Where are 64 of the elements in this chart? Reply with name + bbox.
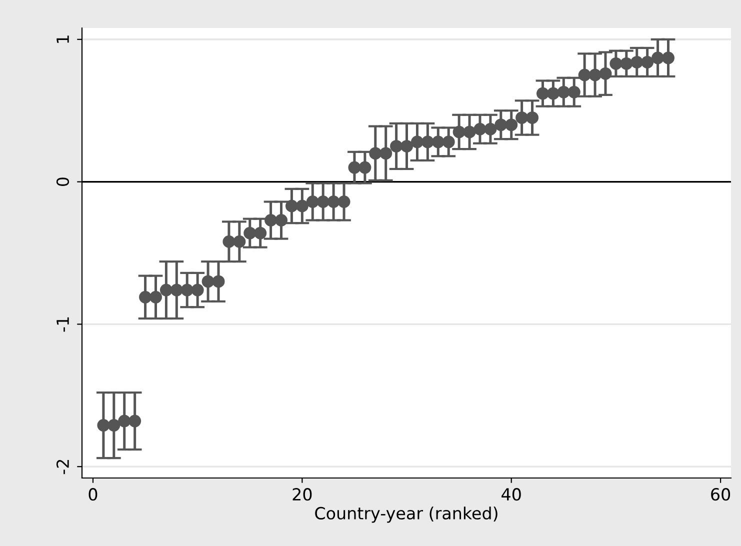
point xyxy=(578,68,591,82)
x-tick-label: 40 xyxy=(502,488,521,501)
point xyxy=(662,52,674,64)
y-tick-label: -1 xyxy=(56,317,69,332)
point xyxy=(546,87,560,100)
point xyxy=(296,200,308,212)
y-tick-label: -2 xyxy=(56,460,69,474)
x-tick-label: 60 xyxy=(711,488,730,501)
point xyxy=(630,56,644,68)
point xyxy=(421,136,434,148)
point xyxy=(338,195,350,208)
point xyxy=(348,161,361,174)
point xyxy=(610,57,622,70)
point xyxy=(170,284,183,296)
x-axis-title: Country-year (ranked) xyxy=(315,506,498,523)
point xyxy=(97,419,110,432)
point xyxy=(264,214,278,226)
point xyxy=(516,111,528,124)
point xyxy=(180,284,194,296)
point xyxy=(442,136,455,148)
point xyxy=(410,136,424,148)
point xyxy=(316,195,330,208)
point xyxy=(108,419,120,432)
point xyxy=(400,140,414,152)
point xyxy=(557,86,570,98)
point xyxy=(244,226,256,240)
point xyxy=(526,111,539,124)
point xyxy=(494,118,508,132)
point xyxy=(536,87,549,100)
point xyxy=(118,414,131,428)
point xyxy=(254,226,267,240)
point xyxy=(568,86,580,98)
point xyxy=(599,67,612,80)
point xyxy=(484,122,497,136)
x-tick-label: 20 xyxy=(292,488,312,501)
point xyxy=(327,195,340,208)
point xyxy=(358,161,372,174)
point xyxy=(588,68,602,82)
point xyxy=(202,275,214,288)
y-tick-label: 1 xyxy=(56,36,69,43)
point xyxy=(452,126,466,138)
point xyxy=(160,284,172,296)
point xyxy=(222,235,236,248)
point xyxy=(369,147,382,160)
point xyxy=(149,290,162,304)
y-tick-label: 0 xyxy=(56,178,70,186)
point xyxy=(233,235,246,248)
point xyxy=(285,200,298,212)
point xyxy=(641,56,654,68)
point xyxy=(128,414,142,428)
point xyxy=(505,118,518,132)
point xyxy=(139,290,152,304)
point xyxy=(380,147,392,160)
point xyxy=(620,57,633,70)
point xyxy=(275,214,288,226)
point xyxy=(306,195,319,208)
point xyxy=(463,126,476,138)
point xyxy=(191,284,204,296)
point xyxy=(212,275,225,288)
point xyxy=(652,52,664,64)
point xyxy=(390,140,403,152)
x-tick-label: 0 xyxy=(88,488,98,501)
point xyxy=(432,136,444,148)
point xyxy=(474,122,486,136)
